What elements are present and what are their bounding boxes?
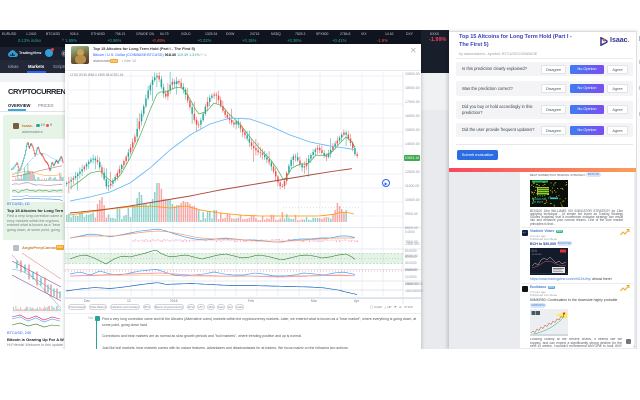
svg-text:VIX 15m: VIX 15m [532,201,542,204]
svg-text:BCH/USD: BCH/USD [532,254,542,256]
svg-text:BCN100 SIG: BCN100 SIG [532,198,547,201]
